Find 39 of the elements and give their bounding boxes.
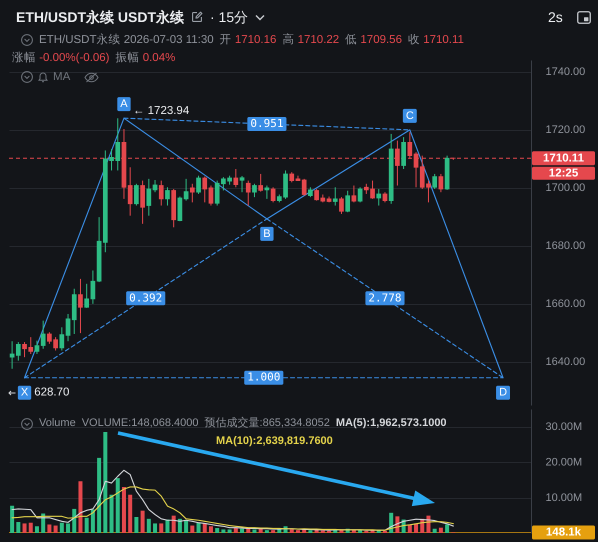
chart-title: ETH/USDT永续 USDT永续 [16, 9, 184, 25]
y-tick-label: 1660.00 [546, 298, 586, 310]
annotation: 628.70 [34, 386, 70, 399]
text: · 15分 [210, 9, 248, 25]
data-label: C [406, 110, 414, 122]
series-label: 0.392 [129, 291, 162, 304]
annotation: MA [53, 70, 70, 84]
data-label: A [120, 98, 128, 110]
series-label: 0.951 [250, 117, 284, 130]
y-tick-label: 1700.00 [546, 182, 586, 194]
text: MA(5):1,962,573.1000 [336, 417, 447, 430]
text: 12:25 [548, 167, 579, 180]
series-label: 1.000 [247, 370, 280, 384]
y-tick-label: 30.00M [546, 421, 582, 434]
chart-subtitle: ETH/USDT永续 2026-07-03 11:30 [39, 33, 214, 47]
y-tick-label: 1640.00 [546, 356, 586, 368]
y-tick-label: 1720.00 [546, 124, 586, 136]
y-tick-label: 1680.00 [546, 240, 586, 252]
y-tick-label: 1740.00 [546, 66, 586, 78]
annotation: ← 1723.94 [132, 105, 190, 118]
y-tick-label: 20.00M [546, 456, 582, 469]
ref-line-label: 1710.11 [543, 152, 585, 164]
data-label: X [20, 386, 29, 399]
annotation: VOLUME:148,068.4000 [82, 417, 199, 430]
data-label: B [263, 228, 271, 240]
text: Volume [39, 417, 76, 430]
series-label: 2.778 [368, 291, 402, 304]
ref-line-label: 148.1k [546, 526, 582, 538]
text: 低 1709.56 [345, 34, 402, 46]
data-label: D [499, 386, 508, 399]
text: 收 1710.11 [408, 34, 464, 46]
annotation: 预估成交量:865,334.8052 [204, 417, 330, 430]
annotation: 振幅 0.04% [116, 52, 176, 64]
text: MA(10):2,639,819.7600 [216, 435, 333, 448]
text: 高 1710.22 [282, 34, 340, 46]
text: 2s [548, 9, 563, 25]
annotation: 涨幅 -0.00%(-0.06) [12, 52, 110, 64]
text: 开 1710.16 [220, 34, 276, 46]
y-tick-label: 10.00M [546, 492, 582, 504]
